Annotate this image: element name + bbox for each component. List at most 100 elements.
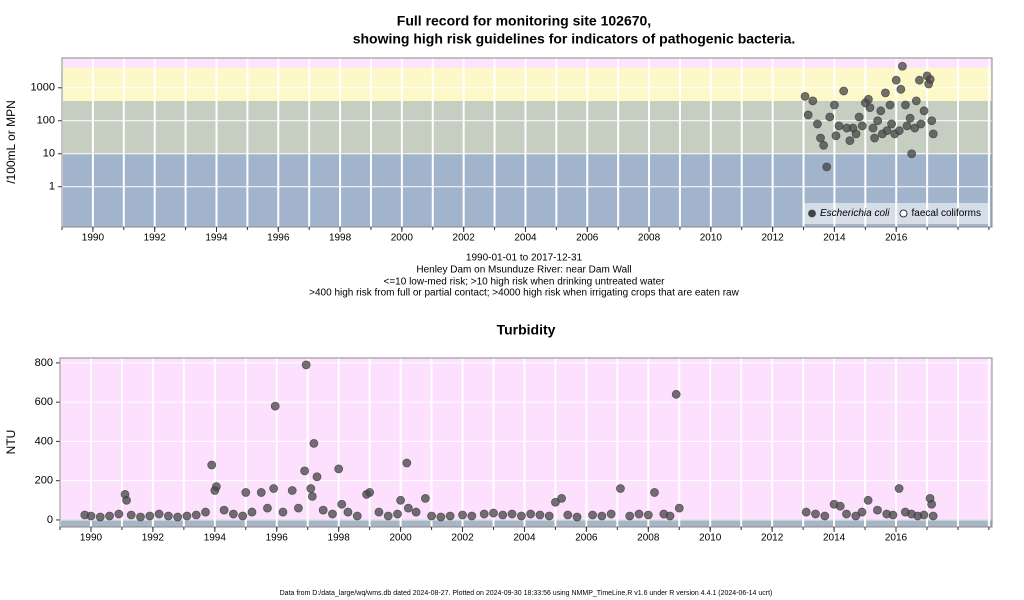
data-point [891,75,901,85]
data-point [857,507,867,517]
data-point [873,505,882,515]
data-point [306,484,316,493]
data-point [919,510,929,520]
data-point [825,112,835,122]
data-point [888,510,898,520]
data-point [427,511,436,521]
data-point [887,119,896,129]
data-point [870,133,879,143]
x-tick-label: 1990 [80,533,103,544]
x-tick-label: 1992 [144,233,167,244]
data-point [467,511,477,521]
x-tick-label: 2014 [823,233,846,244]
chart-title: showing high risk guidelines for indicat… [353,31,796,47]
y-tick-label: 400 [35,435,53,447]
data-point [819,140,829,150]
x-tick-label: 1998 [329,233,352,244]
data-point [318,505,328,515]
data-point [126,510,136,520]
chart-title: Turbidity [497,322,556,338]
data-point [925,74,935,84]
data-point [269,484,279,493]
plot: 0 200 400 600 800 1990 1992 1994 1996 1998 2000 200… [35,357,993,544]
y-tick-label: 100 [37,115,55,127]
data-point [278,507,288,517]
data-point [563,510,573,520]
legend-marker [899,209,908,218]
risk-band [62,67,992,101]
y-tick-label: 200 [35,475,53,487]
legend-marker [808,209,816,218]
legend-box [804,203,988,224]
data-point [625,511,635,521]
data-point [834,121,844,131]
x-tick-label: 2008 [637,533,660,544]
data-point [95,512,105,522]
data-point [256,488,266,497]
data-point [238,511,248,521]
data-point [182,511,192,521]
data-point [211,482,221,491]
data-point [928,511,938,521]
data-point [801,507,811,517]
x-tick-label: 2016 [885,233,908,244]
risk-band [60,358,992,519]
data-point [374,507,384,517]
data-point [301,360,311,370]
data-point [588,510,597,520]
data-point [820,511,830,521]
data-point [411,507,421,517]
x-tick-label: 2002 [453,233,476,244]
data-point [901,100,910,110]
x-tick-label: 1994 [205,233,228,244]
data-point [445,511,455,521]
data-point [383,511,393,521]
data-point [643,510,653,520]
data-point [294,503,303,513]
data-point [535,510,545,520]
data-point [881,88,890,98]
data-point [811,509,820,519]
data-point [287,486,297,495]
data-point [396,495,405,505]
data-point [816,133,825,143]
x-tick-label: 1994 [204,533,227,544]
x-tick-label: 1998 [328,533,351,544]
data-point [436,512,446,522]
data-point [927,499,937,509]
data-point [873,116,883,126]
data-point [300,466,310,476]
data-point [145,511,155,521]
data-point [263,503,272,513]
data-point [86,511,96,521]
subtitle: <=10 low-med risk; >10 high risk when dr… [384,277,666,288]
data-point [919,106,929,116]
data-point [163,511,173,521]
data-point [671,389,681,399]
y-axis-title: /100mL or MPN [4,100,18,184]
data-point [616,484,625,493]
x-tick-label: 2012 [762,233,785,244]
data-point [597,511,607,521]
data-point [337,499,347,509]
plot: 1 10 100 1000 1990 1992 1994 1996 1998 2000 2002 20… [31,57,993,244]
data-point [928,129,938,139]
data-point [420,493,430,503]
x-tick-label: 2004 [513,533,536,544]
data-point [309,438,319,448]
data-point [896,84,906,94]
data-point [403,503,413,513]
data-point [854,112,864,122]
data-point [813,119,822,129]
data-point [312,472,322,482]
y-tick-label: 1000 [31,82,55,94]
data-point [665,511,675,521]
x-tick-label: 2010 [699,533,722,544]
data-point [803,110,813,120]
x-tick-label: 2004 [514,233,537,244]
y-tick-label: 800 [35,357,53,369]
x-tick-label: 2002 [451,533,474,544]
data-point [105,511,114,521]
data-point [876,106,886,116]
y-tick-label: 600 [35,396,53,408]
